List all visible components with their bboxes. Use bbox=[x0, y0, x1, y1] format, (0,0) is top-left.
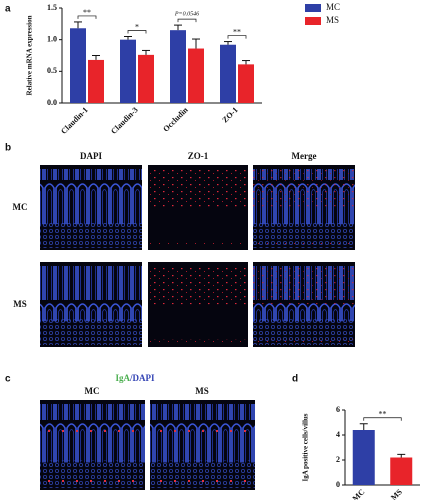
column-header: Merge bbox=[292, 151, 317, 161]
zo1-band bbox=[148, 242, 248, 247]
y-tick-label: 1.5 bbox=[47, 3, 57, 12]
significance-bracket bbox=[127, 30, 147, 34]
legend-swatch bbox=[305, 4, 321, 12]
significance-bracket bbox=[77, 15, 97, 19]
panel-label: c bbox=[5, 374, 11, 385]
bar bbox=[220, 44, 236, 103]
bar bbox=[390, 457, 413, 485]
crypts bbox=[40, 222, 142, 248]
bar bbox=[238, 64, 254, 103]
zo1-band bbox=[253, 242, 355, 247]
iga-signal bbox=[40, 400, 145, 490]
bar bbox=[170, 30, 186, 104]
zo1-band bbox=[253, 339, 355, 344]
row-label: MS bbox=[13, 299, 27, 309]
legend-label: MS bbox=[326, 15, 339, 25]
panel-title: IgA/DAPI bbox=[115, 373, 155, 383]
zo1-signal bbox=[253, 169, 355, 208]
significance-label: * bbox=[135, 22, 139, 31]
bar bbox=[188, 48, 204, 103]
panel-b: b DAPI ZO-1 Merge MC MS bbox=[5, 143, 355, 347]
y-tick-label: 4 bbox=[336, 430, 340, 439]
x-tick-label: Claudin-3 bbox=[109, 105, 140, 136]
significance-bracket bbox=[177, 18, 197, 23]
bar bbox=[352, 430, 375, 485]
row-label: MC bbox=[13, 202, 28, 212]
y-tick-label: 1.0 bbox=[47, 34, 57, 43]
significance-label: ** bbox=[233, 27, 241, 36]
significance-label: ** bbox=[83, 8, 91, 17]
bar bbox=[138, 54, 154, 103]
crypts bbox=[40, 319, 142, 345]
x-tick-label: Claudin-1 bbox=[59, 105, 90, 136]
zo1-band bbox=[148, 339, 248, 344]
x-tick-label: MC bbox=[351, 487, 367, 500]
column-header: ZO-1 bbox=[188, 151, 209, 161]
y-axis-label: IgA positive cells/villus bbox=[302, 413, 310, 481]
bar bbox=[70, 28, 86, 104]
significance-bracket bbox=[363, 417, 402, 421]
column-header: MS bbox=[195, 386, 209, 396]
y-tick-label: 0.5 bbox=[47, 66, 57, 75]
column-header: MC bbox=[85, 386, 100, 396]
panel-label: a bbox=[5, 4, 11, 15]
title-part: IgA bbox=[115, 373, 130, 383]
legend-label: MC bbox=[326, 2, 340, 12]
zo1-signal bbox=[148, 169, 248, 208]
x-tick-label: ZO-1 bbox=[220, 105, 239, 124]
zo1-signal bbox=[148, 266, 248, 305]
villi bbox=[40, 169, 142, 225]
y-tick-label: 0.0 bbox=[47, 98, 57, 107]
legend-swatch bbox=[305, 17, 321, 25]
significance-bracket bbox=[227, 35, 247, 39]
x-tick-label: MS bbox=[389, 487, 404, 500]
y-axis-label: Relative mRNA expression bbox=[26, 15, 34, 95]
significance-label: P=0.0546 bbox=[174, 10, 199, 17]
significance-label: ** bbox=[379, 410, 387, 419]
zo1-signal bbox=[253, 266, 355, 305]
title-part: /DAPI bbox=[129, 373, 155, 383]
panel-label: b bbox=[5, 143, 11, 154]
iga-signal bbox=[150, 400, 255, 490]
panel-label: d bbox=[292, 374, 298, 385]
y-tick-label: 6 bbox=[336, 405, 340, 414]
column-header: DAPI bbox=[80, 151, 102, 161]
villi bbox=[40, 266, 142, 322]
bar bbox=[88, 59, 104, 103]
panel-c: c IgA/DAPI MC MS bbox=[5, 373, 255, 490]
y-tick-label: 2 bbox=[336, 455, 340, 464]
x-tick-label: Occludin bbox=[161, 105, 190, 134]
y-tick-label: 0 bbox=[336, 480, 340, 489]
bar bbox=[120, 39, 136, 103]
